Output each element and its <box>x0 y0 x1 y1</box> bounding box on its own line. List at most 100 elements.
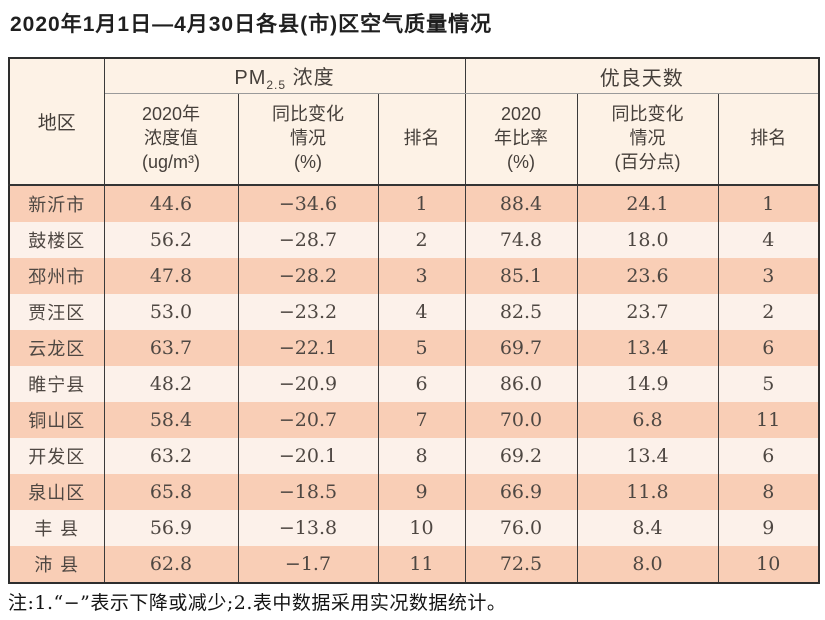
good-days-group-header: 优良天数 <box>464 58 820 94</box>
table-row: 开发区 63.2 −20.1 8 69.2 13.4 6 <box>8 438 820 474</box>
pm-change-cell: −1.7 <box>237 546 379 583</box>
good-change-cell: 14.9 <box>576 366 719 402</box>
pm-change-cell: −18.5 <box>237 474 379 510</box>
pm-change-cell: −20.7 <box>237 402 379 438</box>
header-line: 2020 <box>500 104 542 125</box>
good-rate-cell: 86.0 <box>464 366 578 402</box>
region-cell: 新沂市 <box>8 185 105 222</box>
good-rate-cell: 76.0 <box>464 510 578 546</box>
region-cell: 泉山区 <box>8 474 105 510</box>
pm-change-column-header: 同比变化 情况 (%) <box>237 93 379 186</box>
good-rank-cell: 8 <box>717 474 820 510</box>
good-rank-cell: 5 <box>717 366 820 402</box>
pm-value-cell: 63.2 <box>103 438 239 474</box>
good-rate-cell: 69.2 <box>464 438 578 474</box>
header-line: 年比率 <box>494 128 548 149</box>
good-rank-cell: 2 <box>717 294 820 330</box>
good-rate-cell: 72.5 <box>464 546 578 583</box>
footnote: 注:1.“−”表示下降或减少;2.表中数据采用实况数据统计。 <box>8 592 507 614</box>
pm-change-cell: −28.7 <box>237 222 379 258</box>
good-rank-cell: 11 <box>717 402 820 438</box>
good-rank-cell: 10 <box>717 546 820 583</box>
pm-value-column-header: 2020年 浓度值 (ug/m³) <box>103 93 239 186</box>
pm-change-cell: −34.6 <box>237 185 379 222</box>
sub-header-row: 2020年 浓度值 (ug/m³) 同比变化 情况 (%) 排名 2020 年比… <box>9 93 820 186</box>
pm-value-cell: 53.0 <box>103 294 239 330</box>
good-rate-cell: 66.9 <box>464 474 578 510</box>
page-title: 2020年1月1日—4月30日各县(市)区空气质量情况 <box>10 13 493 36</box>
table-row: 云龙区 63.7 −22.1 5 69.7 13.4 6 <box>8 330 820 366</box>
header-line: (%) <box>294 151 322 172</box>
good-change-cell: 6.8 <box>576 402 719 438</box>
good-change-cell: 23.7 <box>576 294 719 330</box>
header-line: 情况 <box>629 128 666 149</box>
good-change-cell: 13.4 <box>576 438 719 474</box>
region-cell: 睢宁县 <box>8 366 105 402</box>
pm-change-cell: −20.1 <box>237 438 379 474</box>
pm-value-cell: 56.2 <box>103 222 239 258</box>
pm25-group-header: PM2.5 浓度 <box>103 58 466 94</box>
good-rate-cell: 88.4 <box>464 185 578 222</box>
good-rate-column-header: 2020 年比率 (%) <box>464 93 578 186</box>
pm25-label-prefix: PM <box>234 66 267 89</box>
region-cell: 云龙区 <box>8 330 105 366</box>
header-line: 同比变化 <box>611 104 684 125</box>
header-line: (百分点) <box>614 151 681 172</box>
header-line: 2020年 <box>141 104 201 125</box>
table-row: 丰 县 56.9 −13.8 10 76.0 8.4 9 <box>8 510 820 546</box>
region-cell: 邳州市 <box>8 258 105 294</box>
good-rate-cell: 70.0 <box>464 402 578 438</box>
region-cell: 丰 县 <box>8 510 105 546</box>
pm-value-cell: 65.8 <box>103 474 239 510</box>
pm-rank-cell: 6 <box>377 366 466 402</box>
pm-rank-cell: 10 <box>377 510 466 546</box>
good-rate-cell: 85.1 <box>464 258 578 294</box>
header-line: (ug/m³) <box>142 151 200 172</box>
pm-value-cell: 48.2 <box>103 366 239 402</box>
pm-change-cell: −13.8 <box>237 510 379 546</box>
group-header-row: 地区 PM2.5 浓度 优良天数 <box>8 58 820 186</box>
pm-change-cell: −28.2 <box>237 258 379 294</box>
region-cell: 沛 县 <box>8 546 105 583</box>
air-quality-table: 地区 PM2.5 浓度 优良天数 2020年 浓度值 (ug/m³) 同比变化 … <box>8 57 820 584</box>
table-row: 贾汪区 53.0 −23.2 4 82.5 23.7 2 <box>8 294 820 330</box>
pm-rank-cell: 1 <box>377 185 466 222</box>
good-change-cell: 18.0 <box>576 222 719 258</box>
table-header: 地区 PM2.5 浓度 优良天数 2020年 浓度值 (ug/m³) 同比变化 … <box>8 58 820 186</box>
good-rank-cell: 9 <box>717 510 820 546</box>
table-row: 铜山区 58.4 −20.7 7 70.0 6.8 11 <box>8 402 820 438</box>
good-rank-cell: 1 <box>717 185 820 222</box>
good-change-cell: 24.1 <box>576 185 719 222</box>
header-line: 情况 <box>290 128 326 149</box>
good-change-cell: 23.6 <box>576 258 719 294</box>
pm-change-cell: −20.9 <box>237 366 379 402</box>
good-change-cell: 8.0 <box>576 546 719 583</box>
good-rank-cell: 6 <box>717 330 820 366</box>
table-body: 新沂市 44.6 −34.6 1 88.4 24.1 1 鼓楼区 56.2 −2… <box>8 185 820 583</box>
region-column-header: 地区 <box>8 58 105 186</box>
pm-value-cell: 58.4 <box>103 402 239 438</box>
table-row: 邳州市 47.8 −28.2 3 85.1 23.6 3 <box>8 258 820 294</box>
table-row: 睢宁县 48.2 −20.9 6 86.0 14.9 5 <box>8 366 820 402</box>
region-cell: 铜山区 <box>8 402 105 438</box>
header-line: 同比变化 <box>272 104 344 125</box>
good-rate-cell: 82.5 <box>464 294 578 330</box>
pm-rank-cell: 11 <box>377 546 466 583</box>
good-change-cell: 13.4 <box>576 330 719 366</box>
pm-rank-cell: 7 <box>377 402 466 438</box>
table-row: 鼓楼区 56.2 −28.7 2 74.8 18.0 4 <box>8 222 820 258</box>
pm-value-cell: 44.6 <box>103 185 239 222</box>
table-row: 新沂市 44.6 −34.6 1 88.4 24.1 1 <box>8 185 820 222</box>
header-line: (%) <box>507 151 535 172</box>
pm-change-cell: −22.1 <box>237 330 379 366</box>
pm-value-cell: 63.7 <box>103 330 239 366</box>
region-cell: 开发区 <box>8 438 105 474</box>
region-cell: 鼓楼区 <box>8 222 105 258</box>
good-change-cell: 8.4 <box>576 510 719 546</box>
good-rank-cell: 4 <box>717 222 820 258</box>
good-rate-cell: 69.7 <box>464 330 578 366</box>
pm-rank-cell: 2 <box>377 222 466 258</box>
pm25-label-suffix: 浓度 <box>286 66 335 89</box>
header-line: 浓度值 <box>144 128 198 149</box>
